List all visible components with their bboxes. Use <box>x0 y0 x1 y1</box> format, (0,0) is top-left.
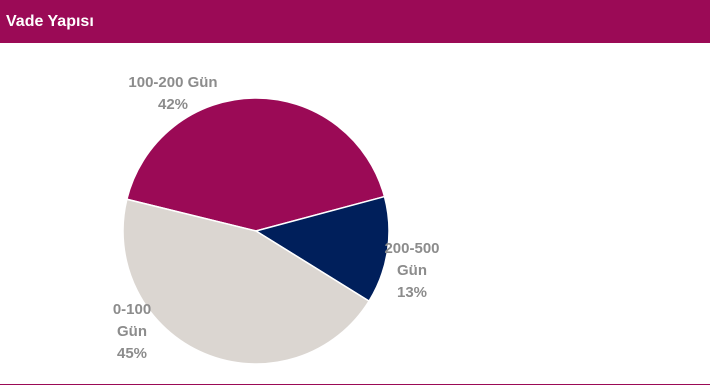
slice-label-line: Gün <box>397 262 427 279</box>
slice-label-line: 100-200 Gün <box>128 74 218 91</box>
header-bar: Vade Yapısı <box>0 0 710 43</box>
slice-label-line: Gün <box>117 323 147 340</box>
chart-area <box>0 43 710 381</box>
slice-200-500 <box>254 195 390 303</box>
slice-label-100-200: 100-200 Gün 42% <box>108 72 238 116</box>
slice-label-line: 42% <box>157 96 189 113</box>
slice-label-line: 0-100 <box>112 301 152 318</box>
slice-label-200-500: 200-500 Gün 13% <box>372 238 452 304</box>
pie-chart <box>122 97 390 365</box>
slice-0-100 <box>122 198 371 365</box>
bottom-divider <box>0 384 710 385</box>
slice-label-line: 200-500 <box>384 240 440 257</box>
slice-label-line: 45% <box>116 345 148 362</box>
slice-label-line: 13% <box>396 284 428 301</box>
slice-label-0-100: 0-100 Gün 45% <box>92 299 172 365</box>
slice-100-200 <box>125 97 386 232</box>
chart-title: Vade Yapısı <box>6 13 94 30</box>
